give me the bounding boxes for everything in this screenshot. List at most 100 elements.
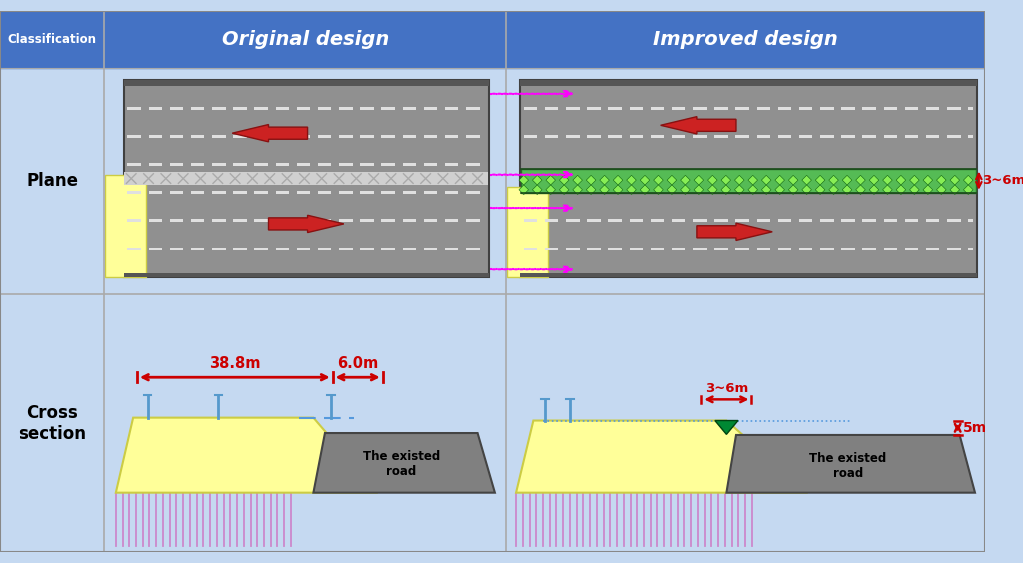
Bar xyxy=(318,191,331,194)
Bar xyxy=(275,191,290,194)
Bar xyxy=(521,169,976,193)
Polygon shape xyxy=(829,185,839,195)
Bar xyxy=(587,106,601,110)
Bar xyxy=(148,163,162,166)
Polygon shape xyxy=(883,185,892,195)
Bar xyxy=(545,220,559,222)
Bar xyxy=(884,220,897,222)
Polygon shape xyxy=(964,185,973,195)
Text: 5m: 5m xyxy=(963,421,986,435)
Bar xyxy=(424,106,437,110)
Bar xyxy=(424,135,437,138)
Bar xyxy=(524,248,537,251)
Bar xyxy=(799,248,812,251)
Polygon shape xyxy=(870,185,879,195)
Polygon shape xyxy=(829,175,839,185)
Bar xyxy=(402,163,416,166)
Bar xyxy=(402,135,416,138)
Bar xyxy=(297,163,310,166)
Bar xyxy=(212,248,225,251)
Bar xyxy=(318,220,331,222)
Polygon shape xyxy=(842,185,852,195)
Bar xyxy=(255,248,268,251)
Polygon shape xyxy=(573,175,582,185)
Bar xyxy=(926,106,939,110)
Bar xyxy=(255,135,268,138)
Bar xyxy=(297,106,310,110)
Bar xyxy=(799,135,812,138)
Bar xyxy=(926,248,939,251)
Bar xyxy=(170,163,183,166)
Bar xyxy=(566,106,580,110)
Bar xyxy=(629,135,643,138)
Polygon shape xyxy=(680,185,691,195)
Polygon shape xyxy=(923,185,933,195)
Bar xyxy=(127,191,141,194)
Polygon shape xyxy=(694,185,704,195)
Polygon shape xyxy=(726,435,975,493)
Bar xyxy=(124,80,489,277)
Bar xyxy=(714,135,727,138)
Bar xyxy=(170,191,183,194)
Bar xyxy=(520,273,977,277)
Polygon shape xyxy=(815,175,825,185)
Bar xyxy=(191,163,205,166)
Bar xyxy=(127,220,141,222)
Polygon shape xyxy=(708,185,717,195)
Bar xyxy=(382,135,395,138)
Polygon shape xyxy=(774,175,785,185)
Bar xyxy=(904,135,919,138)
Bar xyxy=(127,106,141,110)
Polygon shape xyxy=(560,175,569,185)
Bar xyxy=(968,135,973,138)
Bar xyxy=(191,191,205,194)
Bar xyxy=(402,248,416,251)
Bar xyxy=(382,106,395,110)
Bar xyxy=(212,135,225,138)
Polygon shape xyxy=(586,175,596,185)
Polygon shape xyxy=(789,175,798,185)
Bar xyxy=(170,106,183,110)
Bar xyxy=(170,135,183,138)
Bar xyxy=(170,248,183,251)
Bar xyxy=(947,106,961,110)
Bar xyxy=(445,248,458,251)
Bar xyxy=(777,135,791,138)
Polygon shape xyxy=(586,185,596,195)
Bar xyxy=(862,135,876,138)
Bar xyxy=(382,248,395,251)
Bar xyxy=(694,135,707,138)
Bar xyxy=(862,220,876,222)
Polygon shape xyxy=(909,185,920,195)
Bar xyxy=(694,248,707,251)
Polygon shape xyxy=(721,185,730,195)
Bar xyxy=(360,248,373,251)
Polygon shape xyxy=(950,175,960,185)
Polygon shape xyxy=(697,223,772,240)
Polygon shape xyxy=(761,175,771,185)
Bar xyxy=(255,220,268,222)
Bar xyxy=(191,248,205,251)
Bar xyxy=(318,163,331,166)
Polygon shape xyxy=(774,185,785,195)
Polygon shape xyxy=(232,124,308,142)
Text: Cross
section: Cross section xyxy=(18,404,86,443)
Polygon shape xyxy=(936,185,946,195)
Polygon shape xyxy=(532,185,542,195)
Bar xyxy=(609,135,622,138)
Bar xyxy=(672,106,685,110)
Bar xyxy=(255,163,268,166)
Bar xyxy=(694,106,707,110)
Bar xyxy=(757,248,770,251)
Polygon shape xyxy=(896,175,905,185)
Polygon shape xyxy=(950,185,960,195)
Bar xyxy=(757,135,770,138)
Text: The existed
road: The existed road xyxy=(362,450,440,478)
Bar xyxy=(820,135,834,138)
Bar xyxy=(275,220,290,222)
Polygon shape xyxy=(896,185,905,195)
Bar xyxy=(339,106,353,110)
Bar xyxy=(127,163,141,166)
Bar xyxy=(148,135,162,138)
Bar xyxy=(360,191,373,194)
